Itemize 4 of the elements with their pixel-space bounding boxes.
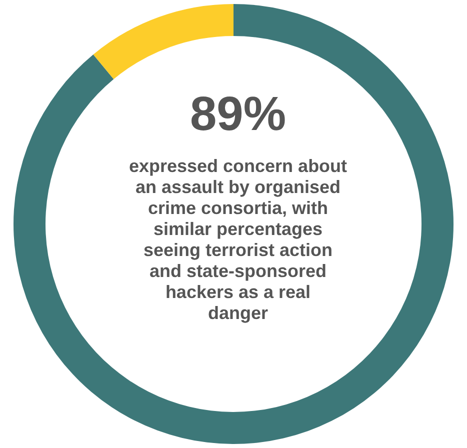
donut-slice	[14, 4, 454, 444]
text: expressed concern about an assault by organised crime consortia, with similar percentages seeing terrorist action and state-sponsored hackers as a real danger	[128, 156, 348, 323]
data-label: 89%	[190, 88, 286, 141]
donut-slice	[93, 4, 234, 80]
